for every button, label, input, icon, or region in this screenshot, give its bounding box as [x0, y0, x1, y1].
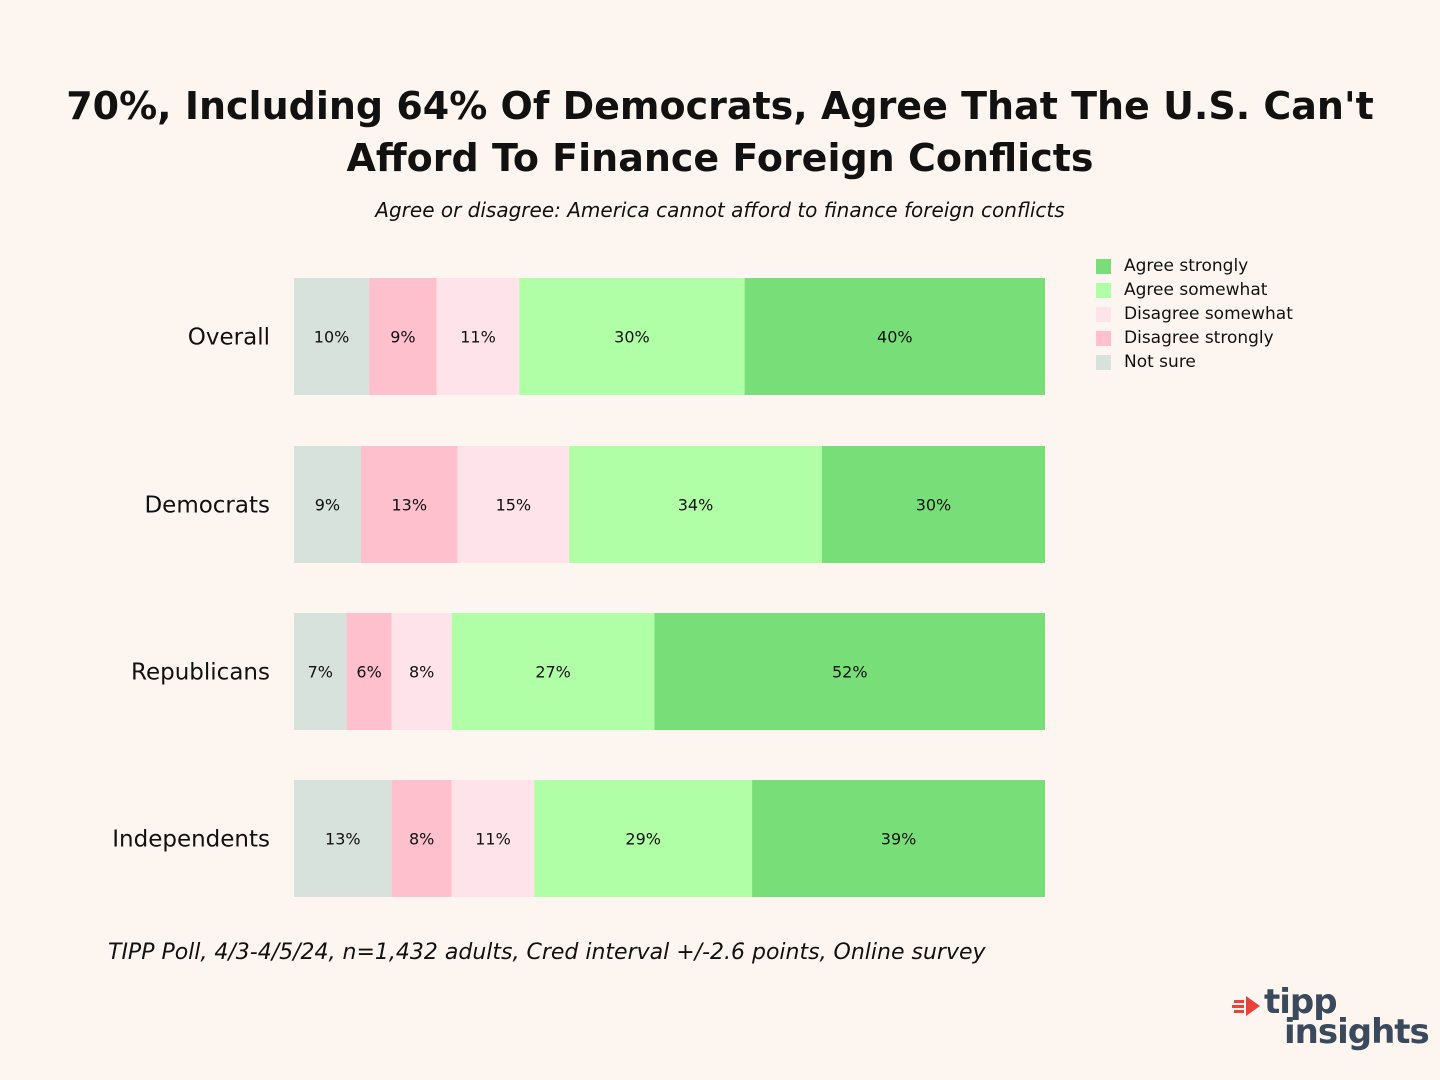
logo-word-insights: insights: [1284, 1012, 1430, 1052]
bar-overall-agree-somewhat: [519, 278, 745, 395]
legend-item-disagree-strongly: Disagree strongly: [1096, 326, 1293, 350]
data-label-independents-not-sure: 13%: [325, 830, 361, 849]
legend-label-agree-somewhat: Agree somewhat: [1124, 280, 1268, 300]
chart-legend: Agree strongly Agree somewhat Disagree som…: [1096, 254, 1293, 374]
bar-democrats-agree-strongly: [821, 446, 1045, 563]
legend-label-disagree-strongly: Disagree strongly: [1124, 328, 1274, 348]
logo-arrow-line-2: [1232, 1005, 1244, 1008]
bar-republicans-not-sure: [294, 613, 347, 730]
footnote: TIPP Poll, 4/3-4/5/24, n=1,432 adults, C…: [108, 940, 986, 965]
bar-democrats-agree-somewhat: [569, 446, 822, 563]
bar-overall-disagree-somewhat: [436, 278, 520, 395]
logo-arrow-line-3: [1234, 1010, 1244, 1013]
data-label-republicans-not-sure: 7%: [308, 663, 333, 682]
data-label-democrats-disagree-somewhat: 15%: [496, 496, 532, 515]
legend-item-agree-somewhat: Agree somewhat: [1096, 278, 1293, 302]
legend-swatch-not-sure: [1096, 354, 1111, 370]
logo-word-tipp: tipp: [1264, 982, 1338, 1022]
legend-label-agree-strongly: Agree strongly: [1124, 256, 1249, 276]
bar-overall-disagree-strongly: [369, 278, 437, 395]
bar-republicans-disagree-strongly: [346, 613, 392, 730]
data-label-independents-agree-somewhat: 29%: [625, 830, 661, 849]
data-label-democrats-not-sure: 9%: [315, 496, 340, 515]
bar-independents-not-sure: [294, 780, 392, 897]
bar-overall-not-sure: [294, 278, 370, 395]
data-label-democrats-agree-strongly: 30%: [916, 496, 952, 515]
legend-swatch-disagree-somewhat: [1096, 306, 1111, 322]
category-label-independents: Independents: [112, 827, 270, 853]
stacked-bar-chart: Overall 10% 9% 11% 30% 40% Democrats 9% 13% 15% 34…: [112, 278, 1045, 897]
bar-independents-disagree-strongly: [391, 780, 452, 897]
bar-republicans-disagree-somewhat: [391, 613, 452, 730]
logo-arrow-line-1: [1234, 1000, 1244, 1003]
chart-title-line-2: Afford To Finance Foreign Conflicts: [346, 136, 1094, 180]
legend-item-disagree-somewhat: Disagree somewhat: [1096, 302, 1293, 326]
data-label-overall-agree-somewhat: 30%: [614, 328, 650, 347]
data-label-republicans-disagree-strongly: 6%: [356, 663, 381, 682]
data-label-independents-agree-strongly: 39%: [881, 830, 917, 849]
logo-arrow-head: [1246, 996, 1260, 1016]
logo-arrow-icon: [1232, 996, 1260, 1016]
chart-subtitle: Agree or disagree: America cannot afford…: [375, 198, 1065, 222]
legend-swatch-disagree-strongly: [1096, 330, 1111, 346]
category-label-republicans: Republicans: [131, 660, 270, 686]
bar-republicans-agree-strongly: [654, 613, 1045, 730]
bar-democrats-not-sure: [294, 446, 361, 563]
legend-label-not-sure: Not sure: [1124, 352, 1196, 372]
legend-item-agree-strongly: Agree strongly: [1096, 254, 1293, 278]
bar-democrats-disagree-strongly: [360, 446, 458, 563]
tipp-insights-logo: tipp insights: [1228, 982, 1430, 1058]
data-label-overall-disagree-somewhat: 11%: [460, 328, 496, 347]
data-label-overall-disagree-strongly: 9%: [390, 328, 415, 347]
category-label-overall: Overall: [188, 325, 270, 351]
bar-democrats-disagree-somewhat: [457, 446, 570, 563]
legend-swatch-agree-somewhat: [1096, 282, 1111, 298]
category-label-democrats: Democrats: [144, 493, 270, 519]
legend-item-not-sure: Not sure: [1096, 350, 1293, 374]
bar-independents-agree-somewhat: [534, 780, 753, 897]
data-label-overall-not-sure: 10%: [314, 328, 350, 347]
data-label-democrats-disagree-strongly: 13%: [391, 496, 427, 515]
chart-title: 70%, Including 64% Of Democrats, Agree T…: [0, 80, 1440, 184]
data-label-independents-disagree-somewhat: 11%: [475, 830, 511, 849]
data-label-democrats-agree-somewhat: 34%: [678, 496, 714, 515]
bar-independents-disagree-somewhat: [451, 780, 535, 897]
bar-overall-agree-strongly: [744, 278, 1045, 395]
data-label-republicans-agree-strongly: 52%: [832, 663, 868, 682]
legend-swatch-agree-strongly: [1096, 258, 1111, 274]
data-label-independents-disagree-strongly: 8%: [409, 830, 434, 849]
data-label-republicans-disagree-somewhat: 8%: [409, 663, 434, 682]
legend-label-disagree-somewhat: Disagree somewhat: [1124, 304, 1293, 324]
data-label-republicans-agree-somewhat: 27%: [535, 663, 571, 682]
bar-independents-agree-strongly: [752, 780, 1045, 897]
data-label-overall-agree-strongly: 40%: [877, 328, 913, 347]
bar-republicans-agree-somewhat: [451, 613, 655, 730]
chart-title-line-1: 70%, Including 64% Of Democrats, Agree T…: [66, 84, 1374, 128]
